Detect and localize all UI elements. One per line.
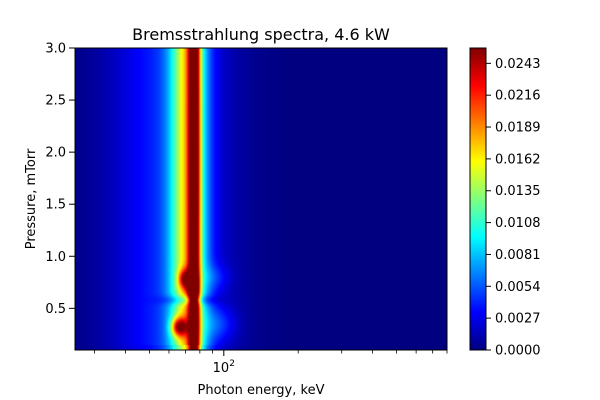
x-axis: 102 (94, 350, 448, 376)
colorbar-tick-label: 0.0162 (495, 152, 541, 167)
y-axis-label: Pressure, mTorr (24, 148, 39, 249)
colorbar-tick-label: 0.0000 (495, 344, 541, 359)
heatmap-plot (74, 47, 448, 351)
colorbar: 0.0000 0.0027 0.0054 0.0081 0.0108 0.0135 0.01… (469, 47, 541, 359)
colorbar-frame (469, 47, 487, 351)
colorbar-tick-label: 0.0243 (495, 57, 541, 72)
y-tick-label: 3.0 (45, 42, 66, 57)
colorbar-tick-label: 0.0135 (495, 184, 541, 199)
y-tick-label: 1.0 (45, 250, 66, 265)
colorbar-gradient (470, 48, 486, 350)
x-axis-label: Photon energy, keV (198, 383, 325, 398)
y-tick-label: 2.5 (45, 94, 66, 109)
colorbar-ticks: 0.0000 0.0027 0.0054 0.0081 0.0108 0.0135 0.01… (486, 57, 541, 359)
y-tick-label: 0.5 (45, 302, 66, 317)
colorbar-tick-label: 0.0081 (495, 248, 541, 263)
y-tick-label: 2.0 (45, 146, 66, 161)
y-tick-label: 1.5 (45, 198, 66, 213)
colorbar-tick-label: 0.0027 (495, 312, 541, 327)
colorbar-tick-label: 0.0054 (495, 280, 541, 295)
colorbar-tick-label: 0.0216 (495, 89, 541, 104)
chart-title: Bremsstrahlung spectra, 4.6 kW (132, 25, 390, 44)
heatmap-image (75, 48, 447, 350)
x-tick-label: 102 (213, 359, 235, 376)
y-axis: 0.5 1.0 1.5 2.0 2.5 3.0 (45, 42, 75, 317)
colorbar-tick-label: 0.0189 (495, 121, 541, 136)
plot-frame (74, 47, 448, 351)
colorbar-tick-label: 0.0108 (495, 216, 541, 231)
